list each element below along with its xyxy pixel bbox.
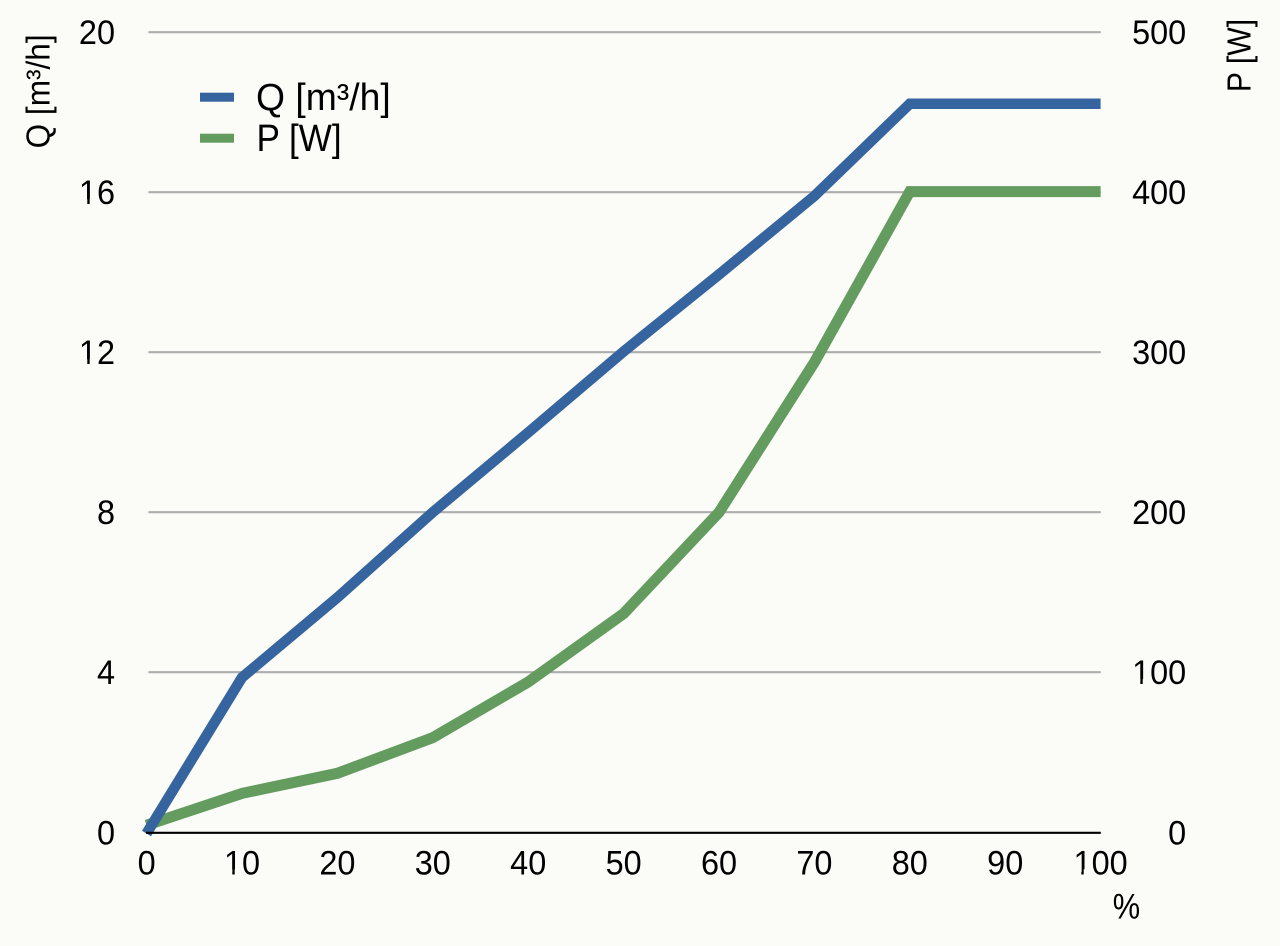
svg-text:500: 500	[1132, 14, 1186, 52]
svg-text:300: 300	[1132, 334, 1186, 372]
svg-text:0: 0	[1168, 815, 1186, 853]
svg-text:400: 400	[1132, 174, 1186, 212]
svg-text:16: 16	[79, 174, 115, 212]
svg-text:Q [m³/h]: Q [m³/h]	[20, 34, 57, 148]
svg-text:100: 100	[1074, 845, 1128, 883]
svg-text:Q [m³/h]: Q [m³/h]	[256, 76, 391, 118]
svg-text:8: 8	[97, 494, 115, 532]
svg-text:10: 10	[224, 845, 260, 883]
svg-text:90: 90	[987, 845, 1023, 883]
svg-text:P [W]: P [W]	[1220, 19, 1258, 92]
svg-text:30: 30	[415, 845, 451, 883]
svg-text:12: 12	[79, 334, 115, 372]
svg-text:200: 200	[1132, 494, 1186, 532]
svg-text:20: 20	[319, 845, 355, 883]
svg-text:P [W]: P [W]	[257, 117, 342, 160]
svg-text:70: 70	[796, 845, 832, 883]
svg-text:0: 0	[97, 815, 115, 853]
svg-text:40: 40	[510, 845, 546, 883]
svg-text:%: %	[1113, 887, 1140, 926]
svg-text:100: 100	[1132, 654, 1186, 692]
svg-text:20: 20	[79, 14, 115, 52]
svg-text:4: 4	[97, 654, 115, 692]
svg-text:80: 80	[892, 845, 928, 883]
svg-text:50: 50	[606, 845, 642, 883]
svg-text:0: 0	[138, 845, 156, 883]
svg-text:60: 60	[701, 845, 737, 883]
